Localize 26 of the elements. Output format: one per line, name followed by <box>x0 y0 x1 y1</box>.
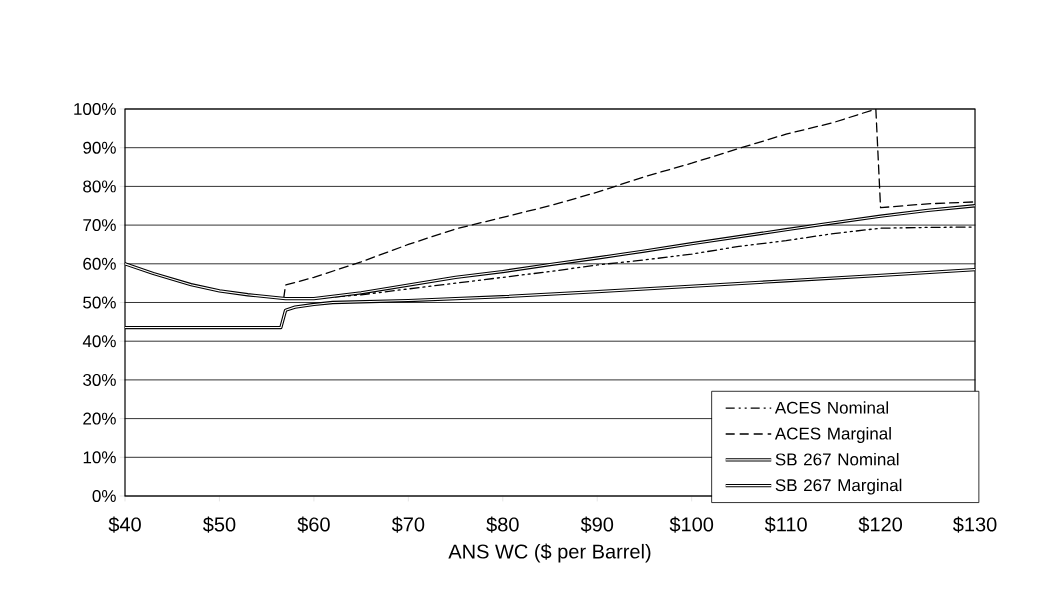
x-tick-label: $70 <box>391 516 425 533</box>
x-tick-label: $40 <box>108 516 141 533</box>
x-tick-label: $90 <box>580 516 614 533</box>
x-axis-title: ANS WC ($ per Barrel) <box>448 543 651 563</box>
x-tick-label: $120 <box>858 516 903 533</box>
x-tick-label: $130 <box>952 516 997 533</box>
y-tick-label: 50% <box>83 296 116 309</box>
legend-label: ACES Nominal <box>774 401 889 414</box>
x-tick-label: $50 <box>202 516 236 533</box>
y-tick-label: 20% <box>83 412 116 425</box>
legend-label: SB 267 Nominal <box>775 452 899 466</box>
y-tick-label: 10% <box>83 451 116 464</box>
y-tick-label: 0% <box>92 489 116 503</box>
y-tick-label: 70% <box>83 219 116 232</box>
legend-label: ACES Marginal <box>774 427 891 443</box>
y-tick-label: 40% <box>82 335 116 348</box>
x-tick-label: $100 <box>669 516 714 533</box>
legend-label: SB 267 Marginal <box>775 478 902 495</box>
x-tick-label: $60 <box>297 516 330 533</box>
y-tick-label: 60% <box>83 257 116 270</box>
y-tick-label: 80% <box>83 180 116 193</box>
y-tick-label: 100% <box>74 102 116 116</box>
x-tick-label: $110 <box>764 516 807 533</box>
y-tick-label: 90% <box>83 141 116 154</box>
x-tick-label: $80 <box>486 516 519 533</box>
y-tick-label: 30% <box>83 373 116 386</box>
